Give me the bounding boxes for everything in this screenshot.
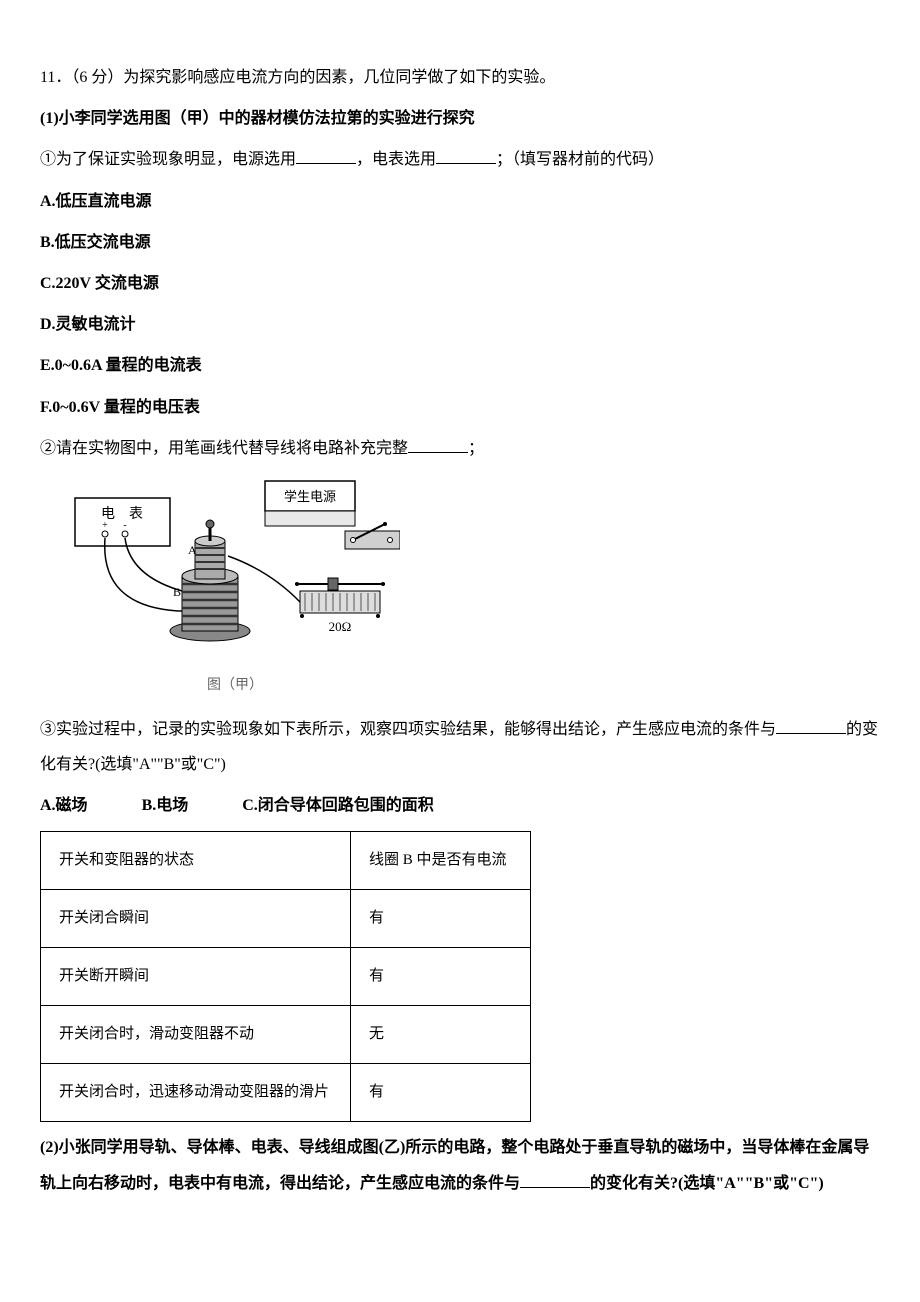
option-d: D.灵敏电流计 bbox=[40, 307, 880, 342]
table-cell: 开关闭合瞬间 bbox=[41, 890, 351, 948]
sub3-line: ③实验过程中，记录的实验现象如下表所示，观察四项实验结果，能够得出结论，产生感应… bbox=[40, 712, 880, 782]
circuit-diagram: 电 表 + - 学生电源 bbox=[70, 476, 400, 656]
coils-icon: A B bbox=[170, 520, 250, 641]
blank-power[interactable] bbox=[296, 148, 356, 164]
option-e: E.0~0.6A 量程的电流表 bbox=[40, 348, 880, 383]
coil-a-label: A bbox=[188, 543, 197, 557]
inline-opt-b: B.电场 bbox=[142, 788, 189, 823]
rheostat-label: 20Ω bbox=[329, 619, 352, 634]
part1-title: (1)小李同学选用图（甲）中的器材模仿法拉第的实验进行探究 bbox=[40, 101, 880, 136]
rheostat-icon: 20Ω bbox=[295, 578, 385, 634]
sub2-line: ②请在实物图中，用笔画线代替导线将电路补充完整 ； bbox=[40, 431, 880, 466]
table-row: 开关闭合时，迅速移动滑动变阻器的滑片 有 bbox=[41, 1064, 531, 1122]
table-cell: 有 bbox=[351, 890, 531, 948]
sub2-suffix: ； bbox=[468, 440, 484, 457]
sub2-prefix: ②请在实物图中，用笔画线代替导线将电路补充完整 bbox=[40, 440, 408, 457]
table-cell: 无 bbox=[351, 1006, 531, 1064]
figure-jia: 电 表 + - 学生电源 bbox=[70, 476, 880, 702]
power-label: 学生电源 bbox=[284, 489, 336, 504]
coil-b-label: B bbox=[173, 585, 181, 599]
meter-plus: + bbox=[102, 520, 108, 531]
table-row: 开关闭合瞬间 有 bbox=[41, 890, 531, 948]
question-text: 为探究影响感应电流方向的因素，几位同学做了如下的实验。 bbox=[123, 69, 555, 86]
option-a: A.低压直流电源 bbox=[40, 184, 880, 219]
table-header-2: 线圈 B 中是否有电流 bbox=[351, 832, 531, 890]
table-cell: 开关闭合时，迅速移动滑动变阻器的滑片 bbox=[41, 1064, 351, 1122]
part2-line: (2)小张同学用导轨、导体棒、电表、导线组成图(乙)所示的电路，整个电路处于垂直… bbox=[40, 1130, 880, 1200]
table-row: 开关断开瞬间 有 bbox=[41, 948, 531, 1006]
option-f: F.0~0.6V 量程的电压表 bbox=[40, 390, 880, 425]
part2-suffix: 的变化有关?(选填"A""B"或"C") bbox=[590, 1175, 824, 1192]
question-number: 11．（6 分） bbox=[40, 69, 123, 86]
sub3-prefix: ③实验过程中，记录的实验现象如下表所示，观察四项实验结果，能够得出结论，产生感应… bbox=[40, 721, 776, 738]
inline-options: A.磁场 B.电场 C.闭合导体回路包围的面积 bbox=[40, 788, 880, 823]
blank-condition-1[interactable] bbox=[776, 718, 846, 734]
wire-1 bbox=[105, 538, 182, 611]
power-base bbox=[265, 511, 355, 526]
blank-circuit[interactable] bbox=[408, 437, 468, 453]
sub1-suffix: ；（填写器材前的代码） bbox=[496, 151, 664, 168]
table-header-1: 开关和变阻器的状态 bbox=[41, 832, 351, 890]
experiment-table: 开关和变阻器的状态 线圈 B 中是否有电流 开关闭合瞬间 有 开关断开瞬间 有 … bbox=[40, 831, 531, 1122]
wire-3 bbox=[228, 556, 300, 602]
option-b: B.低压交流电源 bbox=[40, 225, 880, 260]
meter-minus: - bbox=[123, 520, 126, 531]
sub1-mid: ，电表选用 bbox=[356, 151, 436, 168]
blank-condition-2[interactable] bbox=[520, 1172, 590, 1188]
inline-opt-c: C.闭合导体回路包围的面积 bbox=[242, 788, 434, 823]
inline-opt-a: A.磁场 bbox=[40, 788, 88, 823]
sub1-prefix: ①为了保证实验现象明显，电源选用 bbox=[40, 151, 296, 168]
table-cell: 开关断开瞬间 bbox=[41, 948, 351, 1006]
question-stem: 11．（6 分）为探究影响感应电流方向的因素，几位同学做了如下的实验。 bbox=[40, 60, 880, 95]
figure-caption: 图（甲） bbox=[70, 671, 400, 702]
table-header-row: 开关和变阻器的状态 线圈 B 中是否有电流 bbox=[41, 832, 531, 890]
table-row: 开关闭合时，滑动变阻器不动 无 bbox=[41, 1006, 531, 1064]
option-c: C.220V 交流电源 bbox=[40, 266, 880, 301]
table-cell: 有 bbox=[351, 948, 531, 1006]
sub1-line: ①为了保证实验现象明显，电源选用 ，电表选用 ；（填写器材前的代码） bbox=[40, 142, 880, 177]
table-cell: 有 bbox=[351, 1064, 531, 1122]
blank-meter[interactable] bbox=[436, 148, 496, 164]
table-cell: 开关闭合时，滑动变阻器不动 bbox=[41, 1006, 351, 1064]
